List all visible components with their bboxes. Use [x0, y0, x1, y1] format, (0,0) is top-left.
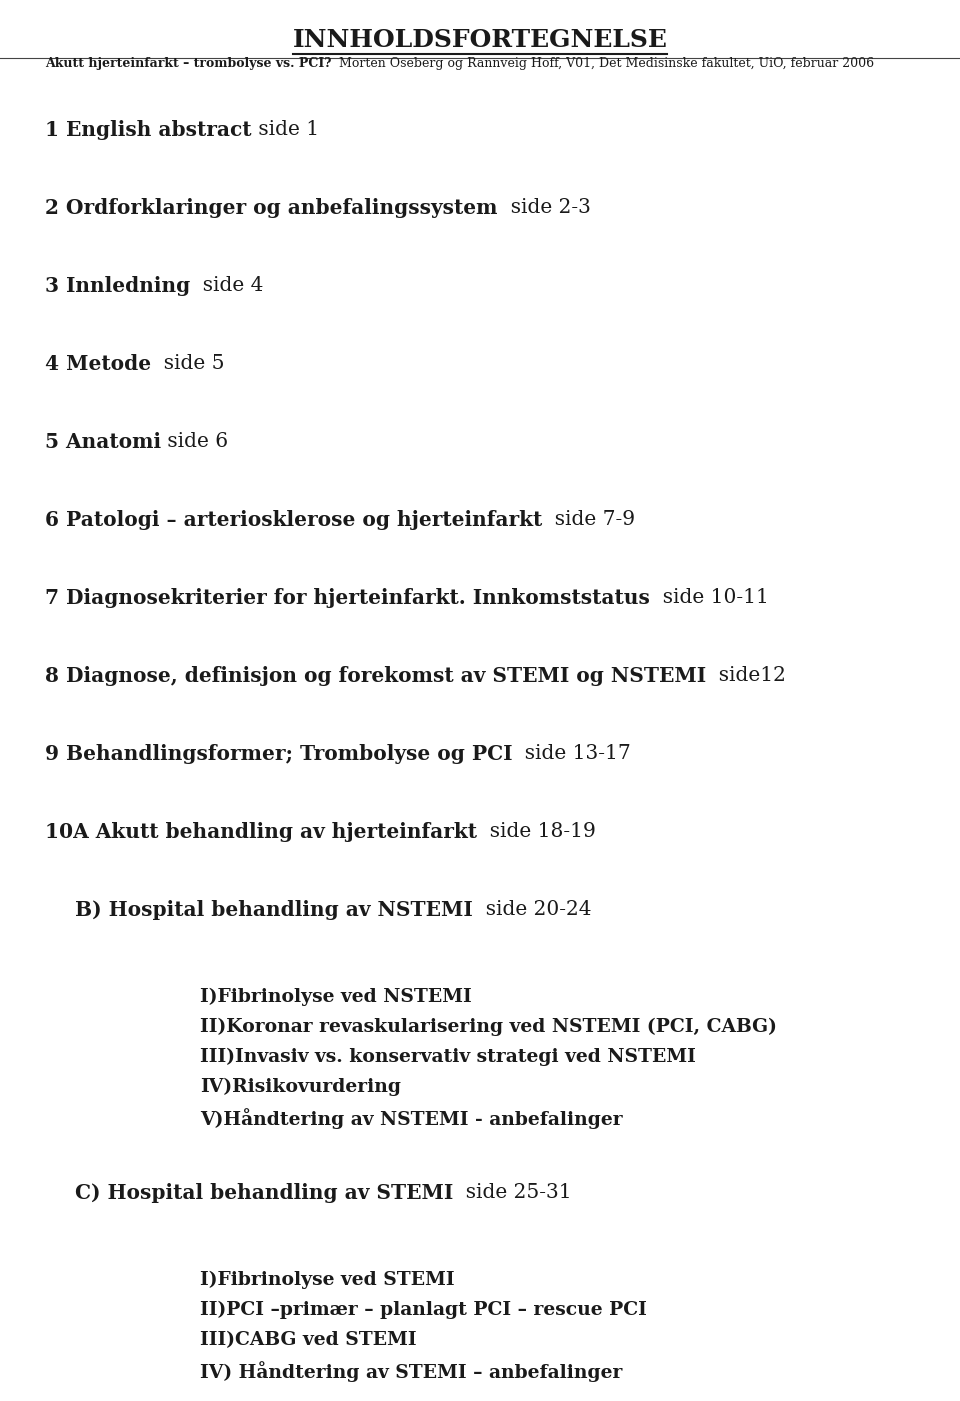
Text: side 1: side 1 — [252, 120, 319, 139]
Text: 5 Anatomi: 5 Anatomi — [45, 432, 161, 453]
Text: III)Invasiv vs. konservativ strategi ved NSTEMI: III)Invasiv vs. konservativ strategi ved… — [200, 1048, 696, 1066]
Text: V)Håndtering av NSTEMI - anbefalinger: V)Håndtering av NSTEMI - anbefalinger — [200, 1108, 623, 1129]
Text: 9 Behandlingsformer; Trombolyse og PCI: 9 Behandlingsformer; Trombolyse og PCI — [45, 744, 513, 764]
Text: 1 English abstract: 1 English abstract — [45, 120, 252, 140]
Text: 8 Diagnose, definisjon og forekomst av STEMI og NSTEMI: 8 Diagnose, definisjon og forekomst av S… — [45, 665, 707, 686]
Text: side 6: side 6 — [161, 432, 228, 451]
Text: 6 Patologi – arteriosklerose og hjerteinfarkt: 6 Patologi – arteriosklerose og hjertein… — [45, 510, 542, 530]
Text: side 18-19: side 18-19 — [477, 822, 596, 841]
Text: B) Hospital behandling av NSTEMI: B) Hospital behandling av NSTEMI — [75, 899, 472, 920]
Text: 4 Metode: 4 Metode — [45, 354, 151, 374]
Text: side 5: side 5 — [151, 354, 225, 373]
Text: side 20-24: side 20-24 — [472, 899, 591, 919]
Text: IV)Risikovurdering: IV)Risikovurdering — [200, 1077, 401, 1096]
Text: C) Hospital behandling av STEMI: C) Hospital behandling av STEMI — [75, 1182, 453, 1203]
Text: side 2-3: side 2-3 — [497, 198, 590, 217]
Text: II)PCI –primær – planlagt PCI – rescue PCI: II)PCI –primær – planlagt PCI – rescue P… — [200, 1302, 647, 1320]
Text: Morten Oseberg og Rannveig Hoff, V01, Det Medisinske fakultet, UiO, februar 2006: Morten Oseberg og Rannveig Hoff, V01, De… — [331, 57, 875, 70]
Text: Akutt hjerteinfarkt – trombolyse vs. PCI?: Akutt hjerteinfarkt – trombolyse vs. PCI… — [45, 57, 331, 70]
Text: I)Fibrinolyse ved STEMI: I)Fibrinolyse ved STEMI — [200, 1271, 455, 1289]
Text: II)Koronar revaskularisering ved NSTEMI (PCI, CABG): II)Koronar revaskularisering ved NSTEMI … — [200, 1019, 777, 1037]
Text: III)CABG ved STEMI: III)CABG ved STEMI — [200, 1331, 417, 1349]
Text: side12: side12 — [707, 665, 786, 685]
Text: INNHOLDSFORTEGNELSE: INNHOLDSFORTEGNELSE — [293, 28, 667, 52]
Text: 3 Innledning: 3 Innledning — [45, 276, 190, 296]
Text: I)Fibrinolyse ved NSTEMI: I)Fibrinolyse ved NSTEMI — [200, 988, 471, 1006]
Text: 10A Akutt behandling av hjerteinfarkt: 10A Akutt behandling av hjerteinfarkt — [45, 822, 477, 842]
Text: side 13-17: side 13-17 — [513, 744, 632, 764]
Text: side 10-11: side 10-11 — [650, 588, 769, 607]
Text: side 4: side 4 — [190, 276, 264, 296]
Text: side 25-31: side 25-31 — [453, 1182, 572, 1202]
Text: 7 Diagnosekriterier for hjerteinfarkt. Innkomststatus: 7 Diagnosekriterier for hjerteinfarkt. I… — [45, 588, 650, 608]
Text: IV) Håndtering av STEMI – anbefalinger: IV) Håndtering av STEMI – anbefalinger — [200, 1360, 622, 1381]
Text: side 7-9: side 7-9 — [542, 510, 636, 530]
Text: 2 Ordforklaringer og anbefalingssystem: 2 Ordforklaringer og anbefalingssystem — [45, 198, 497, 219]
